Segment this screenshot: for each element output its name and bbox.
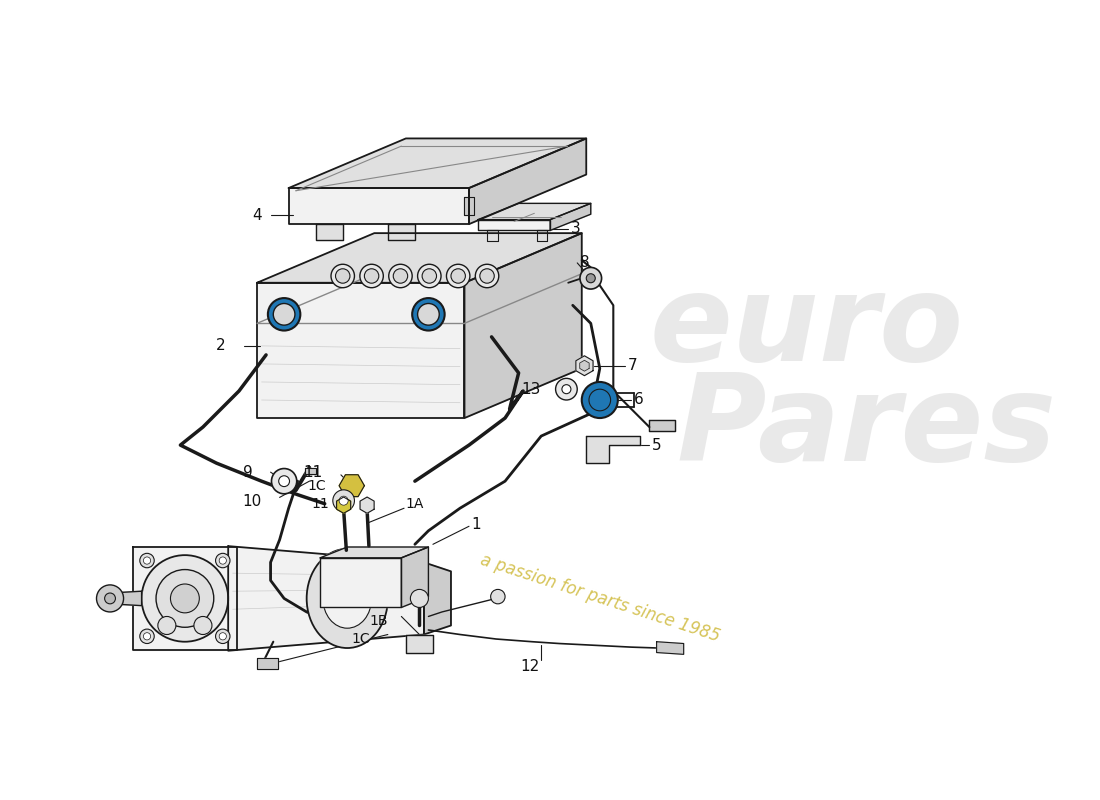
- Circle shape: [143, 557, 151, 564]
- Circle shape: [268, 298, 300, 330]
- Circle shape: [480, 269, 494, 283]
- Polygon shape: [537, 230, 548, 242]
- Polygon shape: [402, 547, 428, 607]
- Circle shape: [418, 303, 439, 325]
- Text: 1B: 1B: [370, 614, 388, 628]
- Polygon shape: [406, 634, 433, 653]
- Polygon shape: [228, 546, 424, 650]
- Polygon shape: [424, 562, 451, 634]
- Circle shape: [333, 490, 354, 511]
- Polygon shape: [288, 188, 469, 224]
- Circle shape: [422, 269, 437, 283]
- Text: 1A: 1A: [406, 497, 425, 510]
- Polygon shape: [257, 658, 278, 669]
- Circle shape: [278, 476, 289, 486]
- Circle shape: [582, 382, 618, 418]
- Circle shape: [140, 554, 154, 568]
- Polygon shape: [320, 547, 428, 558]
- Text: 8: 8: [580, 255, 590, 270]
- Text: 9: 9: [243, 465, 253, 480]
- Circle shape: [364, 269, 378, 283]
- Circle shape: [156, 570, 213, 627]
- Circle shape: [272, 469, 297, 494]
- Text: euro: euro: [649, 270, 964, 386]
- Text: 12: 12: [520, 658, 540, 674]
- Circle shape: [586, 274, 595, 282]
- Text: 11: 11: [304, 465, 323, 480]
- Polygon shape: [337, 497, 351, 514]
- Circle shape: [491, 590, 505, 604]
- Text: 1: 1: [472, 517, 482, 532]
- Text: 13: 13: [521, 382, 541, 397]
- Text: 7: 7: [628, 358, 637, 374]
- Circle shape: [219, 633, 227, 640]
- Polygon shape: [305, 468, 316, 474]
- Polygon shape: [288, 138, 586, 188]
- Polygon shape: [257, 233, 582, 282]
- Polygon shape: [320, 558, 402, 607]
- Text: Pares: Pares: [676, 369, 1057, 486]
- Polygon shape: [360, 497, 374, 514]
- Text: 3: 3: [571, 221, 581, 236]
- Text: a passion for parts since 1985: a passion for parts since 1985: [478, 551, 723, 646]
- Text: 1C: 1C: [308, 478, 327, 493]
- Text: 5: 5: [652, 438, 662, 453]
- Polygon shape: [110, 591, 142, 606]
- Circle shape: [142, 555, 228, 642]
- Text: 6: 6: [634, 393, 643, 407]
- Text: 1C: 1C: [351, 632, 370, 646]
- Polygon shape: [339, 474, 364, 497]
- Circle shape: [104, 593, 116, 604]
- Polygon shape: [257, 282, 464, 418]
- Polygon shape: [550, 203, 591, 230]
- Polygon shape: [478, 220, 550, 230]
- Circle shape: [588, 389, 610, 411]
- Circle shape: [410, 590, 428, 607]
- Text: 2: 2: [216, 338, 225, 354]
- Circle shape: [331, 264, 354, 288]
- Circle shape: [157, 617, 176, 634]
- Text: 11: 11: [311, 497, 329, 510]
- Polygon shape: [133, 546, 236, 650]
- Circle shape: [388, 264, 412, 288]
- Polygon shape: [649, 420, 674, 430]
- Circle shape: [216, 629, 230, 643]
- Polygon shape: [487, 230, 498, 242]
- Circle shape: [562, 385, 571, 394]
- Text: 4: 4: [253, 208, 262, 222]
- Polygon shape: [469, 138, 586, 224]
- Polygon shape: [464, 233, 582, 418]
- Ellipse shape: [323, 569, 372, 628]
- Polygon shape: [576, 356, 593, 376]
- Circle shape: [140, 629, 154, 643]
- Polygon shape: [586, 436, 640, 463]
- Circle shape: [219, 557, 227, 564]
- Polygon shape: [464, 197, 473, 215]
- Circle shape: [412, 298, 444, 330]
- Circle shape: [447, 264, 470, 288]
- Circle shape: [143, 633, 151, 640]
- Circle shape: [170, 584, 199, 613]
- Ellipse shape: [307, 549, 388, 648]
- Circle shape: [580, 267, 602, 289]
- Circle shape: [336, 269, 350, 283]
- Circle shape: [194, 617, 212, 634]
- Polygon shape: [580, 360, 590, 371]
- Circle shape: [360, 264, 383, 288]
- Circle shape: [339, 496, 348, 505]
- Circle shape: [393, 269, 408, 283]
- Polygon shape: [388, 224, 415, 240]
- Text: 10: 10: [242, 494, 262, 509]
- Polygon shape: [657, 642, 684, 654]
- Circle shape: [475, 264, 498, 288]
- Circle shape: [97, 585, 123, 612]
- Polygon shape: [316, 224, 343, 240]
- Circle shape: [418, 264, 441, 288]
- Circle shape: [556, 378, 578, 400]
- Circle shape: [273, 303, 295, 325]
- Circle shape: [451, 269, 465, 283]
- Circle shape: [216, 554, 230, 568]
- Polygon shape: [478, 203, 591, 220]
